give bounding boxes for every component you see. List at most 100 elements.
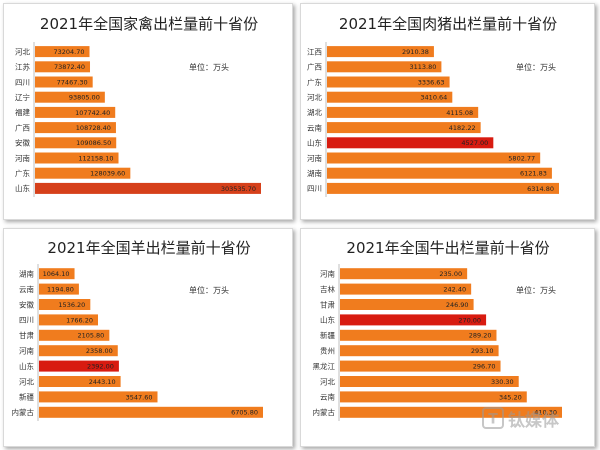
chart-title: 2021年全国牛出栏量前十省份 <box>346 239 549 257</box>
watermark-logo-letter: T <box>488 412 498 428</box>
value-label: 296.70 <box>473 363 496 371</box>
category-label: 湖南 <box>19 269 34 279</box>
unit-label: 单位：万头 <box>516 285 556 295</box>
category-label: 江苏 <box>15 62 30 72</box>
cattle-chart-panel: 2021年全国牛出栏量前十省份 单位：万头 河南 235.00 吉林 242.40 甘肃… <box>300 228 595 447</box>
bar <box>340 283 472 295</box>
value-label: 2105.80 <box>77 332 104 340</box>
category-label: 甘肃 <box>320 299 335 309</box>
category-label: 云南 <box>320 392 335 402</box>
value-label: 3336.63 <box>418 78 445 86</box>
value-label: 242.40 <box>443 286 466 294</box>
value-label: 410.30 <box>534 409 557 417</box>
category-label: 山东 <box>320 315 335 325</box>
value-label: 1064.10 <box>43 270 70 278</box>
value-label: 108728.40 <box>76 124 111 132</box>
bar <box>39 283 79 295</box>
category-label: 河南 <box>320 269 335 279</box>
category-label: 云南 <box>19 284 34 294</box>
chart-title: 2021年全国羊出栏量前十省份 <box>47 239 250 257</box>
category-label: 内蒙古 <box>313 407 336 417</box>
bar <box>327 182 559 194</box>
bar <box>35 137 117 149</box>
category-label: 河北 <box>19 377 34 386</box>
category-label: 河北 <box>320 377 335 386</box>
category-label: 山东 <box>19 361 34 371</box>
poultry-chart: 2021年全国家禽出栏量前十省份 单位：万头 河北 73204.70 江苏 73872… <box>15 15 261 197</box>
category-label: 河南 <box>15 153 30 163</box>
value-label: 293.10 <box>471 347 494 355</box>
bar <box>39 314 98 326</box>
value-label: 93805.00 <box>69 94 100 102</box>
category-label: 内蒙古 <box>12 407 35 417</box>
category-label: 湖南 <box>307 168 322 178</box>
bar <box>35 106 116 118</box>
bar <box>35 76 93 88</box>
bar <box>39 329 110 341</box>
category-label: 辽宁 <box>15 92 30 102</box>
value-label: 77467.30 <box>57 78 88 86</box>
category-label: 四川 <box>15 78 30 87</box>
chart-title: 2021年全国家禽出栏量前十省份 <box>40 15 258 33</box>
bar <box>340 314 487 326</box>
category-label: 新疆 <box>19 392 34 402</box>
value-label: 246.90 <box>446 301 469 309</box>
bar <box>327 76 450 88</box>
category-label: 四川 <box>307 184 322 193</box>
bar <box>340 268 468 280</box>
sheep-chart-panel: 2021年全国羊出栏量前十省份 单位：万头 湖南 1064.10 云南 1194.80… <box>3 228 293 447</box>
bar <box>327 106 479 118</box>
category-label: 湖北 <box>307 108 322 117</box>
category-label: 河南 <box>19 346 34 356</box>
value-label: 6121.83 <box>520 170 547 178</box>
value-label: 73872.40 <box>54 63 85 71</box>
value-label: 3410.64 <box>420 94 447 102</box>
value-label: 2443.10 <box>89 378 116 386</box>
value-label: 4182.22 <box>449 124 476 132</box>
bar <box>35 167 131 179</box>
value-label: 330.30 <box>491 378 514 386</box>
value-label: 109086.50 <box>76 139 111 147</box>
category-label: 广西 <box>307 62 322 72</box>
value-label: 6314.80 <box>527 185 554 193</box>
value-label: 3547.60 <box>126 393 153 401</box>
value-label: 4115.08 <box>446 109 473 117</box>
bar <box>327 152 541 164</box>
category-label: 云南 <box>307 122 322 132</box>
sheep-chart: 2021年全国羊出栏量前十省份 单位：万头 湖南 1064.10 云南 1194.80… <box>12 239 263 421</box>
bar <box>39 345 118 357</box>
bar <box>35 182 261 194</box>
category-label: 河南 <box>307 153 322 163</box>
value-label: 303535.70 <box>221 185 256 193</box>
chart-title: 2021年全国肉猪出栏量前十省份 <box>339 15 557 33</box>
pig-chart-panel: 2021年全国肉猪出栏量前十省份 单位：万头 江西 2910.38 广西 3113.8… <box>300 3 595 220</box>
pig-chart: 2021年全国肉猪出栏量前十省份 单位：万头 江西 2910.38 广西 3113.8… <box>307 15 559 197</box>
category-label: 贵州 <box>320 346 335 356</box>
bar <box>39 299 91 310</box>
watermark: T 钛媒体 <box>482 406 559 431</box>
bar <box>39 391 158 403</box>
category-label: 山东 <box>307 138 322 148</box>
category-label: 河北 <box>15 47 30 56</box>
value-label: 289.20 <box>469 332 492 340</box>
unit-label: 单位：万头 <box>189 285 229 295</box>
cattle-chart: 2021年全国牛出栏量前十省份 单位：万头 河南 235.00 吉林 242.40 甘肃… <box>313 239 562 421</box>
category-label: 四川 <box>19 316 34 325</box>
bar <box>327 137 494 149</box>
bar <box>340 329 497 341</box>
bar <box>35 46 90 58</box>
bar <box>327 61 442 73</box>
bar <box>327 91 453 103</box>
bar <box>35 152 119 164</box>
value-label: 5802.77 <box>508 154 535 162</box>
category-label: 新疆 <box>320 330 335 340</box>
bar <box>327 122 481 134</box>
value-label: 112158.10 <box>78 154 113 162</box>
category-label: 河北 <box>307 93 322 102</box>
value-label: 128039.60 <box>90 170 125 178</box>
bar <box>340 299 474 310</box>
category-label: 江西 <box>307 47 322 56</box>
bar <box>35 122 116 134</box>
watermark-text: 钛媒体 <box>508 410 559 431</box>
category-label: 山东 <box>15 183 30 193</box>
